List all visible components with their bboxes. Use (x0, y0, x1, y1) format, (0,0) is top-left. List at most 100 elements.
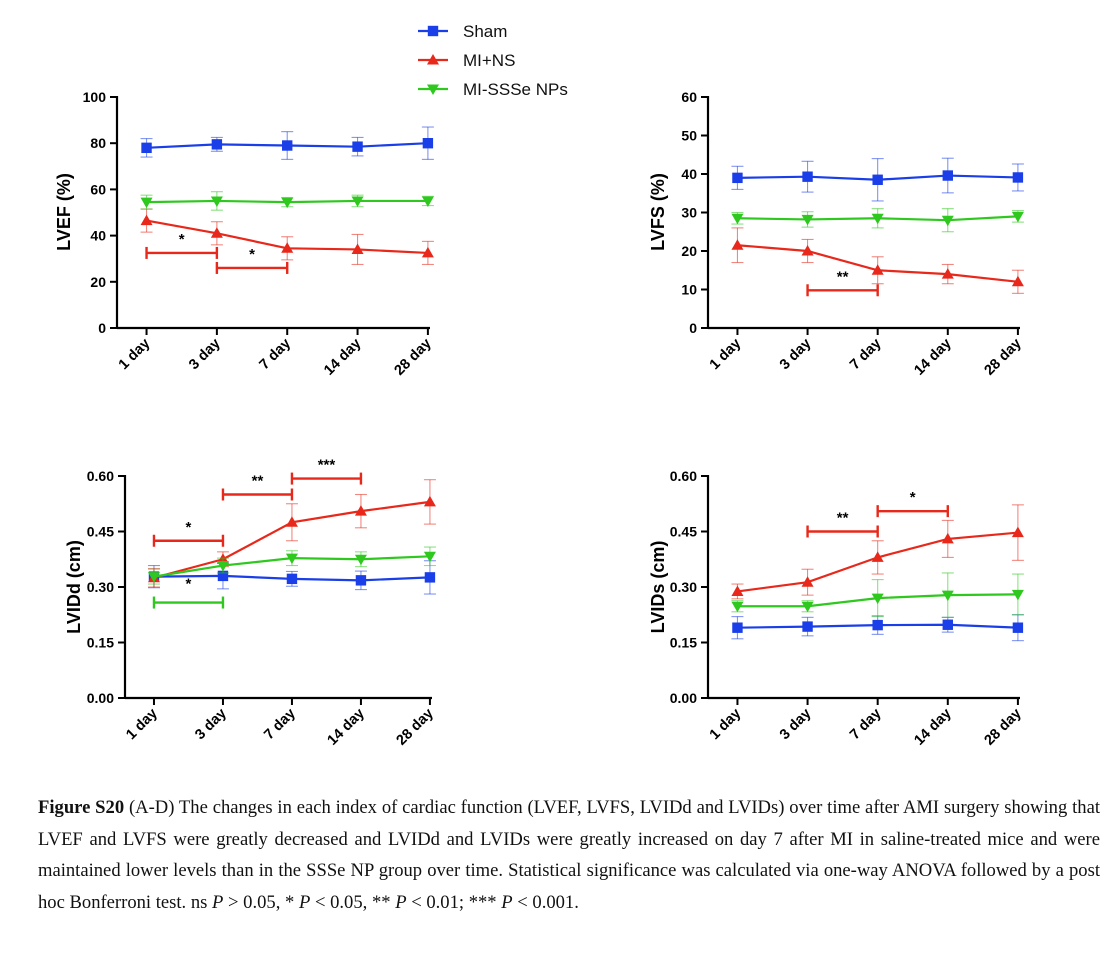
data-point (731, 585, 744, 596)
y-axis-label: LVEF (%) (54, 173, 74, 251)
legend-marker (427, 25, 439, 37)
data-point (282, 140, 293, 151)
x-tick-label: 1 day (116, 336, 154, 374)
series-sham (731, 157, 1024, 202)
data-point (871, 551, 884, 562)
data-point (1011, 589, 1024, 601)
data-point (421, 246, 434, 258)
series-mi-ssse-nps (147, 546, 436, 585)
data-point (871, 593, 884, 605)
data-point (351, 196, 364, 207)
data-point (941, 268, 954, 279)
y-tick-label: 50 (681, 128, 697, 144)
y-axis-label: LVIDs (cm) (648, 541, 668, 634)
x-tick-label: 14 day (911, 336, 954, 379)
data-point (1011, 211, 1024, 223)
significance-label: * (186, 576, 192, 593)
series-mi-ssse-nps (140, 191, 434, 211)
chart-lvef: 0 20 40 60 80 100 1 day 3 day 7 day 14 day 28 day L… (54, 89, 435, 379)
data-point (286, 573, 298, 585)
legend-marker (427, 54, 439, 65)
series-mi-ns (140, 208, 434, 266)
significance-label: ** (252, 473, 264, 490)
legend-marker (427, 84, 439, 95)
caption-text: < 0.001. (512, 891, 579, 913)
data-point (285, 553, 298, 565)
data-point (285, 516, 298, 527)
legend-label: MI-SSSe NPs (463, 80, 568, 99)
x-tick-label: 28 day (394, 706, 437, 749)
caption-p-symbol: P (212, 891, 224, 913)
caption-p-symbol: P (395, 891, 407, 913)
x-tick-label: 14 day (321, 336, 364, 379)
caption-text: < 0.05, ** (310, 891, 396, 913)
x-tick-label: 3 day (777, 706, 815, 744)
y-tick-label: 0.00 (670, 690, 697, 706)
caption-text: < 0.01; *** (406, 891, 502, 913)
data-point (216, 561, 229, 572)
y-tick-label: 0.60 (87, 468, 114, 484)
x-tick-label: 3 day (777, 336, 815, 374)
y-tick-label: 0 (98, 320, 106, 336)
caption-p-symbol: P (501, 891, 513, 913)
y-tick-label: 0.30 (670, 579, 697, 595)
x-tick-label: 3 day (192, 706, 230, 744)
x-tick-label: 7 day (847, 706, 885, 744)
data-point (731, 239, 744, 250)
data-point (731, 601, 744, 613)
data-point (871, 264, 884, 275)
y-tick-label: 60 (90, 181, 106, 197)
data-point (423, 551, 436, 563)
significance-label: * (249, 246, 255, 263)
significance-label: * (179, 231, 185, 248)
data-point (210, 196, 223, 207)
y-tick-label: 0.15 (670, 635, 697, 651)
chart-lvids: 0.00 0.15 0.30 0.45 0.60 1 day 3 day 7 day 14 da… (648, 468, 1025, 749)
data-point (281, 197, 294, 209)
y-axis-label: LVIDd (cm) (64, 540, 84, 634)
series-mi-ns (731, 227, 1024, 294)
y-tick-label: 0 (689, 320, 697, 336)
y-tick-label: 10 (681, 282, 697, 298)
y-tick-label: 60 (681, 89, 697, 105)
x-tick-label: 28 day (981, 336, 1024, 379)
y-tick-label: 40 (681, 166, 697, 182)
data-point (801, 245, 814, 256)
y-tick-label: 0.45 (670, 524, 697, 540)
data-point (281, 242, 294, 253)
data-point (941, 215, 954, 227)
y-tick-label: 20 (90, 274, 106, 290)
series-sham (147, 560, 436, 595)
data-point (732, 622, 743, 633)
y-tick-label: 20 (681, 243, 697, 259)
legend: Sham MI+NS MI-SSSe NPs (418, 22, 568, 99)
data-point (421, 196, 434, 207)
data-point (1012, 172, 1024, 183)
data-point (941, 590, 954, 602)
legend-label: Sham (463, 22, 507, 41)
x-tick-label: 14 day (325, 706, 368, 749)
caption-label: Figure S20 (38, 797, 125, 818)
y-tick-label: 100 (83, 89, 107, 105)
data-point (871, 213, 884, 225)
data-point (1011, 275, 1024, 287)
series-mi-ssse-nps (731, 572, 1024, 618)
data-point (872, 174, 883, 185)
data-point (423, 495, 436, 507)
x-tick-label: 1 day (707, 706, 745, 744)
y-tick-label: 0.00 (87, 690, 114, 706)
x-tick-label: 7 day (847, 336, 885, 374)
legend-label: MI+NS (463, 51, 515, 70)
significance-label: * (186, 519, 192, 536)
x-tick-label: 7 day (261, 706, 299, 744)
figure-caption: Figure S20 (A-D) The changes in each ind… (38, 792, 1100, 918)
data-point (217, 570, 229, 582)
y-axis-label: LVFS (%) (648, 173, 668, 251)
y-tick-label: 0.60 (670, 468, 697, 484)
series-mi-ssse-nps (731, 208, 1024, 233)
series-sham (140, 126, 434, 160)
x-tick-label: 3 day (186, 336, 224, 374)
data-point (141, 142, 152, 154)
data-point (354, 554, 367, 566)
